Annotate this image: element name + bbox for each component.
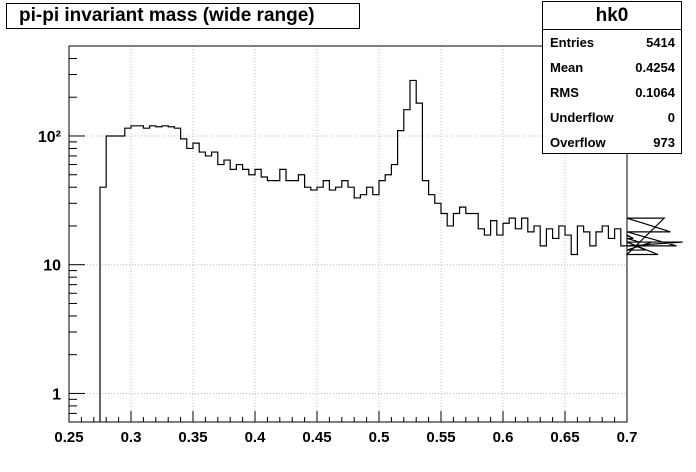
stats-value: 0 xyxy=(667,110,675,125)
x-tick-label: 0.5 xyxy=(369,429,390,446)
chart-title: pi-pi invariant mass (wide range) xyxy=(19,5,315,26)
x-axis: 0.25 0.3 0.35 0.4 0.45 0.5 0.55 0.6 0.65 0.7 xyxy=(54,411,637,446)
y-tick-label: 1 xyxy=(52,386,61,403)
stats-value: 5414 xyxy=(646,35,675,50)
stats-label: RMS xyxy=(550,85,579,100)
stats-value: 973 xyxy=(653,135,675,150)
stats-label: Mean xyxy=(550,60,584,75)
stats-row-entries: Entries 5414 xyxy=(543,30,681,55)
stats-row-overflow: Overflow 973 xyxy=(543,130,681,155)
y-axis: 1 10 10² xyxy=(38,45,85,423)
stats-value: 0.4254 xyxy=(635,60,675,75)
stats-value: 0.1064 xyxy=(635,85,675,100)
stats-label: Entries xyxy=(550,35,595,50)
x-tick-label: 0.3 xyxy=(121,429,142,446)
x-tick-label: 0.25 xyxy=(54,429,83,446)
chart-title-box: pi-pi invariant mass (wide range) xyxy=(6,3,360,29)
x-tick-label: 0.45 xyxy=(302,429,331,446)
x-tick-label: 0.6 xyxy=(493,429,514,446)
histogram-line xyxy=(99,79,683,422)
stats-label: Underflow xyxy=(550,110,614,125)
y-tick-label: 10² xyxy=(38,129,61,146)
x-tick-label: 0.7 xyxy=(617,429,638,446)
stats-row-rms: RMS 0.1064 xyxy=(543,80,681,105)
x-tick-label: 0.4 xyxy=(245,429,267,446)
stats-box: hk0 Entries 5414 Mean 0.4254 RMS 0.1064 … xyxy=(542,1,682,154)
x-tick-label: 0.35 xyxy=(178,429,207,446)
stats-label: Overflow xyxy=(550,135,606,150)
plot-frame xyxy=(68,45,628,423)
y-tick-label: 10 xyxy=(43,258,61,275)
stats-row-mean: Mean 0.4254 xyxy=(543,55,681,80)
x-tick-label: 0.65 xyxy=(550,429,579,446)
x-tick-label: 0.55 xyxy=(426,429,455,446)
stats-row-underflow: Underflow 0 xyxy=(543,105,681,130)
grid-lines xyxy=(69,46,627,422)
histogram-name: hk0 xyxy=(543,2,681,30)
